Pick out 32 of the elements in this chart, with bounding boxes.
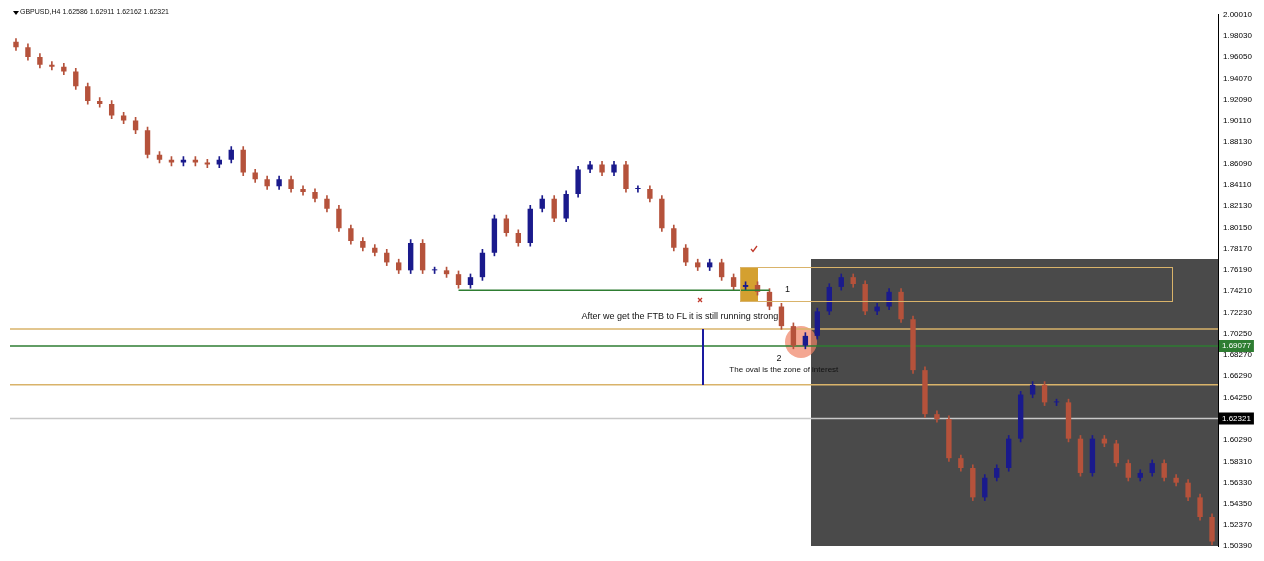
- y-tick-label: 1.50390: [1223, 541, 1253, 551]
- ref-line-label: 1.69077: [1222, 341, 1252, 351]
- y-tick-label: 1.94070: [1223, 73, 1253, 83]
- y-tick-label: 1.86090: [1223, 159, 1253, 169]
- candlestick: [635, 185, 641, 193]
- y-tick-label: 1.66290: [1223, 371, 1253, 381]
- y-tick-label: 1.88130: [1223, 137, 1253, 147]
- y-tick-label: 1.64250: [1223, 392, 1253, 402]
- annotation: After we get the FTB to FL it is still running strong: [581, 310, 779, 321]
- y-tick-label: 1.68270: [1223, 349, 1253, 359]
- y-tick-label: 1.76190: [1223, 265, 1253, 275]
- y-tick-label: 1.52370: [1223, 520, 1253, 530]
- y-tick-label: 2.00010: [1223, 10, 1253, 19]
- y-tick-label: 1.84110: [1223, 180, 1252, 190]
- y-tick-label: 1.60290: [1223, 435, 1253, 445]
- y-tick-label: 1.90110: [1223, 116, 1252, 126]
- y-tick-label: 1.74210: [1223, 286, 1253, 296]
- y-tick-label: 1.72230: [1223, 307, 1253, 317]
- annotation: 2: [776, 352, 782, 363]
- y-tick-label: 1.98030: [1223, 31, 1253, 41]
- ref-line-label: 1.62321: [1222, 413, 1252, 423]
- candlestick: [49, 61, 55, 71]
- annotation: 1: [784, 284, 790, 295]
- y-tick-label: 1.54350: [1223, 498, 1253, 508]
- y-tick-label: 1.78170: [1223, 243, 1253, 253]
- y-tick-label: 1.80150: [1223, 222, 1253, 232]
- y-tick-label: 1.56330: [1223, 477, 1253, 487]
- y-tick-label: 1.58310: [1223, 456, 1253, 466]
- y-tick-label: 1.92090: [1223, 94, 1253, 104]
- y-tick-label: 1.70250: [1223, 328, 1253, 338]
- y-tick-label: 1.82130: [1223, 201, 1253, 211]
- y-tick-label: 1.96050: [1223, 52, 1253, 62]
